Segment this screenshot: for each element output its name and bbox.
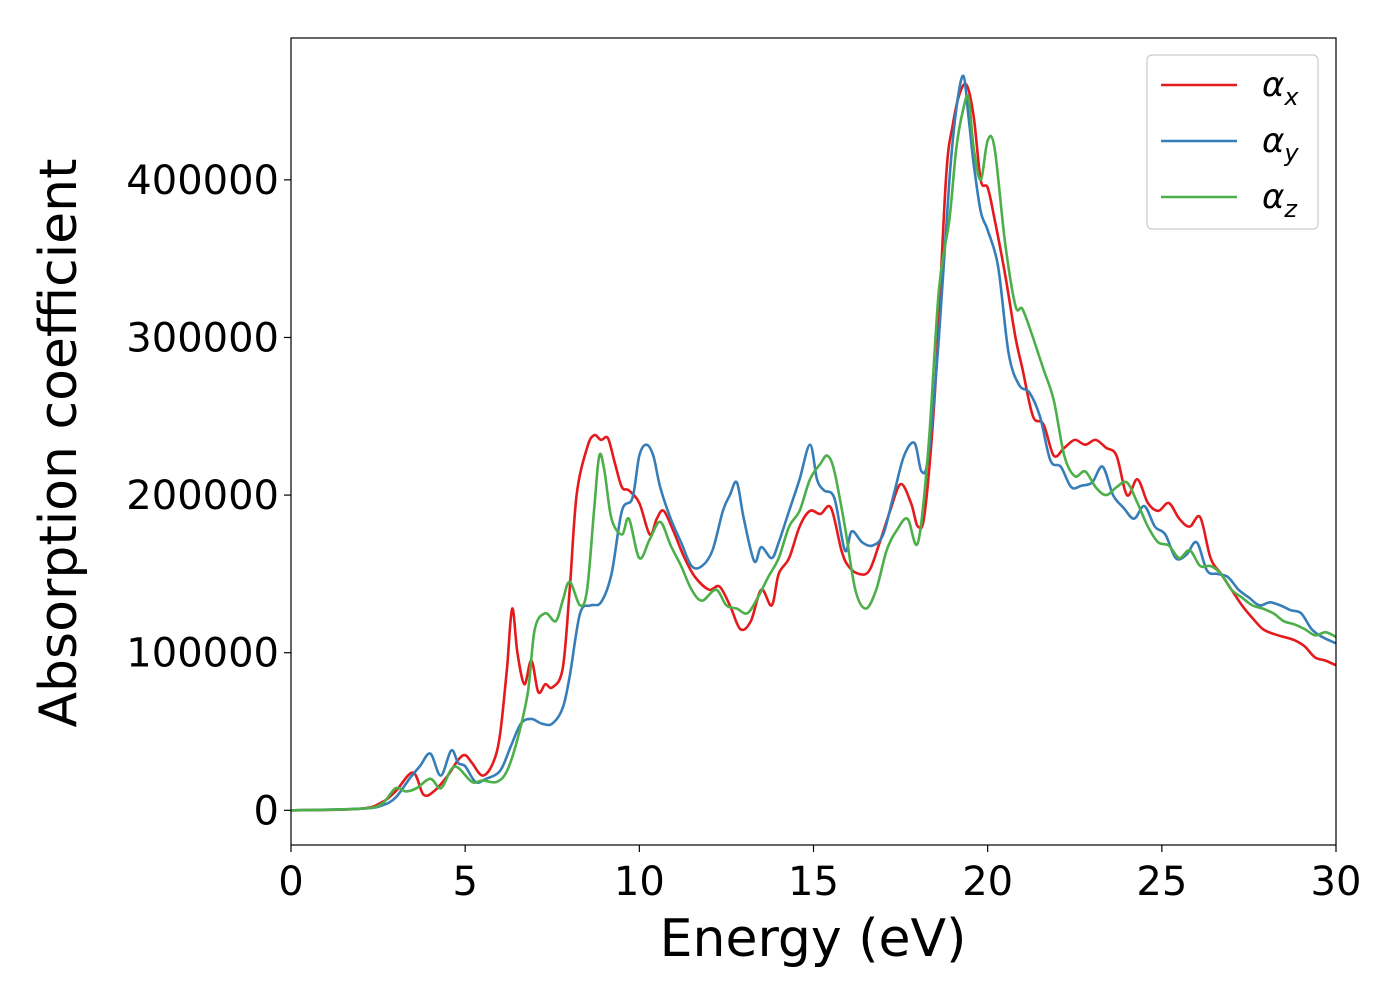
y-tick-label: 200000	[126, 473, 279, 519]
x-tick-label: 10	[614, 859, 665, 905]
legend-label-y: αy	[1262, 121, 1299, 167]
y-tick-label: 400000	[126, 158, 279, 204]
y-tick-label: 0	[254, 788, 279, 834]
y-axis-ticks: 0 100000 200000 300000 400000	[126, 158, 291, 834]
legend-label-z: αz	[1262, 177, 1298, 223]
legend: αx αy αz	[1146, 54, 1319, 230]
x-axis-label: Energy (eV)	[660, 909, 967, 969]
y-tick-label: 300000	[126, 315, 279, 361]
y-axis-label: Absorption coefficient	[29, 158, 89, 727]
series-line-x	[290, 82, 1337, 812]
y-tick-label: 100000	[126, 631, 279, 677]
x-tick-label: 15	[788, 859, 839, 905]
x-tick-label: 25	[1136, 859, 1187, 905]
x-axis-ticks: 0 5 10 15 20 25 30	[278, 845, 1361, 905]
x-tick-label: 5	[452, 859, 477, 905]
legend-label-x: αx	[1262, 65, 1299, 111]
series-line-z	[290, 94, 1337, 812]
x-tick-label: 0	[278, 859, 303, 905]
x-tick-label: 20	[962, 859, 1013, 905]
series-layer	[290, 74, 1337, 812]
x-tick-label: 30	[1311, 859, 1362, 905]
plot-frame	[290, 37, 1337, 846]
